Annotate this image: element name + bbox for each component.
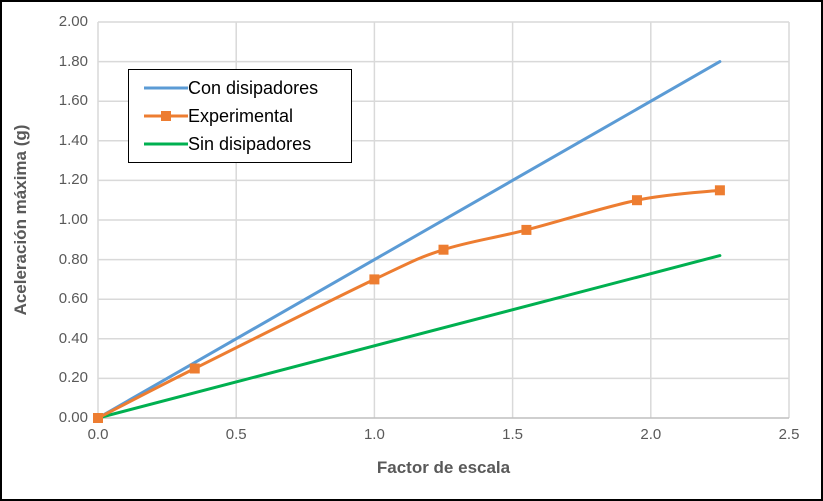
x-tick-label: 0.5 <box>225 426 247 443</box>
y-tick-label: 0.40 <box>58 329 88 347</box>
legend-item: Con disipadores <box>144 78 351 98</box>
series-marker-experimental <box>521 224 532 235</box>
legend-label: Sin disipadores <box>188 134 312 154</box>
y-tick-label: 1.20 <box>58 171 88 189</box>
series-marker-experimental <box>189 363 200 374</box>
legend-marker <box>161 111 171 121</box>
y-tick-label: 1.80 <box>58 52 88 70</box>
y-tick-label: 0.60 <box>58 290 88 308</box>
series-line-sin-disipadores <box>96 254 722 420</box>
series-marker-experimental <box>369 274 380 285</box>
x-tick-label: 1.5 <box>502 426 524 443</box>
legend-item: Experimental <box>144 106 351 126</box>
series-line-experimental <box>96 188 722 420</box>
y-tick-label: 1.60 <box>58 92 88 110</box>
legend-swatch <box>144 111 188 121</box>
series-line-con-disipadores <box>96 60 722 420</box>
series-marker-experimental <box>714 185 725 196</box>
x-tick-label: 1.0 <box>363 426 385 443</box>
x-tick-label: 2.5 <box>778 426 800 443</box>
y-tick-label: 0.00 <box>58 409 88 426</box>
legend-item: Sin disipadores <box>144 134 351 154</box>
x-axis-title: Factor de escala <box>376 458 511 477</box>
legend-label: Con disipadores <box>188 78 319 98</box>
y-tick-label: 1.40 <box>58 131 88 149</box>
legend: Con disipadores Experimental Sin disipador… <box>128 69 352 163</box>
y-tick-label: 0.20 <box>58 369 88 387</box>
y-tick-label: 2.00 <box>58 13 88 30</box>
y-tick-label: 0.80 <box>58 250 88 268</box>
y-tick-label: 1.00 <box>58 211 88 228</box>
legend-swatch <box>144 142 188 146</box>
series-marker-experimental <box>93 413 103 423</box>
series-marker-experimental <box>631 195 642 206</box>
x-tick-label: 2.0 <box>640 426 662 443</box>
x-tick-label: 0.0 <box>87 426 109 443</box>
series-marker-experimental <box>438 244 449 255</box>
legend-label: Experimental <box>188 106 294 126</box>
y-axis-title: Aceleración máxima (g) <box>11 124 30 316</box>
legend-swatch <box>144 86 188 90</box>
